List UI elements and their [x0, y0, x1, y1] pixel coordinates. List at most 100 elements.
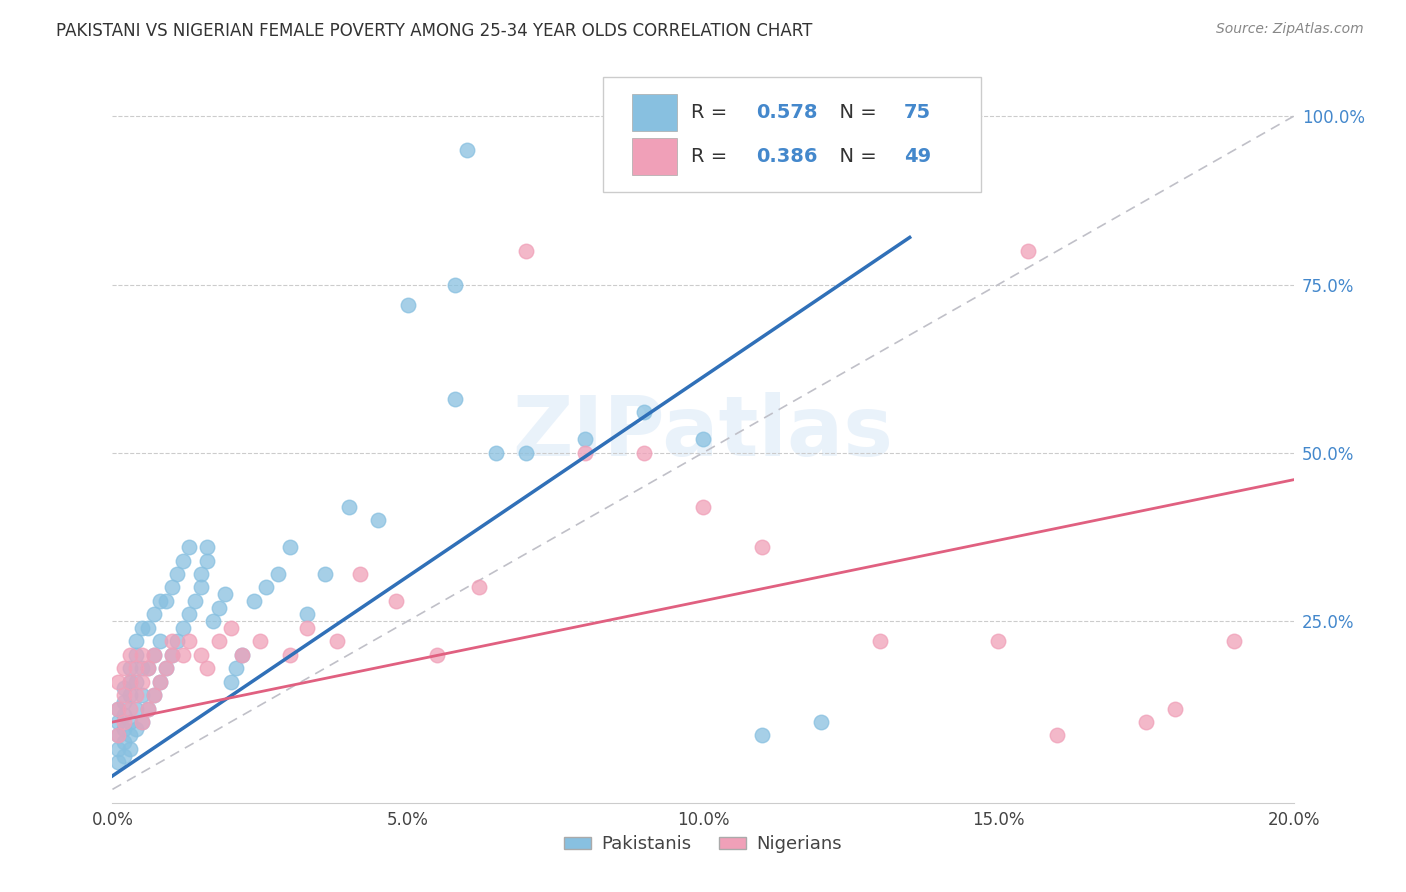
Point — [249, 634, 271, 648]
Point — [160, 648, 183, 662]
Point — [131, 674, 153, 689]
Point — [155, 661, 177, 675]
Point — [456, 143, 478, 157]
Point — [179, 634, 201, 648]
Point — [131, 648, 153, 662]
Point — [107, 756, 129, 770]
FancyBboxPatch shape — [603, 78, 980, 192]
Point — [172, 553, 194, 567]
Point — [485, 446, 508, 460]
Point — [142, 648, 165, 662]
Point — [1164, 701, 1187, 715]
Point — [107, 714, 129, 729]
Text: ZIPatlas: ZIPatlas — [513, 392, 893, 473]
Point — [337, 500, 360, 514]
Point — [149, 594, 172, 608]
Point — [125, 661, 148, 675]
Point — [231, 648, 253, 662]
Point — [107, 701, 129, 715]
Point — [107, 674, 129, 689]
Point — [112, 661, 135, 675]
Point — [314, 566, 336, 581]
FancyBboxPatch shape — [633, 138, 678, 175]
Point — [172, 621, 194, 635]
Point — [1223, 634, 1246, 648]
Point — [120, 729, 142, 743]
Point — [574, 433, 596, 447]
Point — [692, 500, 714, 514]
Text: Source: ZipAtlas.com: Source: ZipAtlas.com — [1216, 22, 1364, 37]
Point — [142, 607, 165, 622]
Point — [396, 298, 419, 312]
Point — [467, 581, 489, 595]
Point — [219, 674, 242, 689]
Point — [869, 634, 891, 648]
Point — [131, 621, 153, 635]
Point — [131, 714, 153, 729]
Point — [120, 674, 142, 689]
Point — [751, 540, 773, 554]
Point — [1046, 729, 1069, 743]
Point — [166, 566, 188, 581]
Point — [184, 594, 207, 608]
Text: R =: R = — [692, 147, 734, 166]
Point — [142, 648, 165, 662]
Point — [131, 688, 153, 702]
Point — [231, 648, 253, 662]
Point — [1135, 714, 1157, 729]
Point — [190, 648, 212, 662]
Point — [195, 540, 218, 554]
Point — [326, 634, 349, 648]
Point — [201, 614, 224, 628]
Point — [179, 540, 201, 554]
Point — [426, 648, 449, 662]
Text: N =: N = — [827, 103, 883, 122]
Text: N =: N = — [827, 147, 883, 166]
Point — [278, 540, 301, 554]
Point — [149, 674, 172, 689]
Point — [278, 648, 301, 662]
Point — [444, 392, 467, 406]
Point — [155, 594, 177, 608]
Point — [112, 708, 135, 723]
Point — [297, 621, 319, 635]
Point — [243, 594, 266, 608]
Text: PAKISTANI VS NIGERIAN FEMALE POVERTY AMONG 25-34 YEAR OLDS CORRELATION CHART: PAKISTANI VS NIGERIAN FEMALE POVERTY AMO… — [56, 22, 813, 40]
Point — [267, 566, 290, 581]
Point — [112, 714, 135, 729]
Point — [515, 446, 537, 460]
Point — [136, 661, 159, 675]
Point — [190, 566, 212, 581]
Point — [120, 661, 142, 675]
Point — [136, 621, 159, 635]
Point — [444, 277, 467, 292]
Point — [254, 581, 277, 595]
Point — [120, 701, 142, 715]
Point — [149, 674, 172, 689]
Point — [120, 674, 142, 689]
Point — [166, 634, 188, 648]
Text: R =: R = — [692, 103, 734, 122]
Point — [131, 661, 153, 675]
Text: 49: 49 — [904, 147, 931, 166]
Point — [112, 735, 135, 749]
Point — [574, 446, 596, 460]
Point — [107, 729, 129, 743]
Point — [385, 594, 408, 608]
Point — [120, 688, 142, 702]
Text: 0.578: 0.578 — [756, 103, 818, 122]
Point — [120, 742, 142, 756]
Point — [225, 661, 247, 675]
Point — [155, 661, 177, 675]
Point — [125, 674, 148, 689]
Point — [120, 648, 142, 662]
Point — [112, 748, 135, 763]
Point — [149, 634, 172, 648]
Point — [136, 661, 159, 675]
Point — [219, 621, 242, 635]
Point — [125, 648, 148, 662]
Point — [692, 433, 714, 447]
Point — [136, 701, 159, 715]
Point — [112, 722, 135, 736]
Point — [125, 722, 148, 736]
